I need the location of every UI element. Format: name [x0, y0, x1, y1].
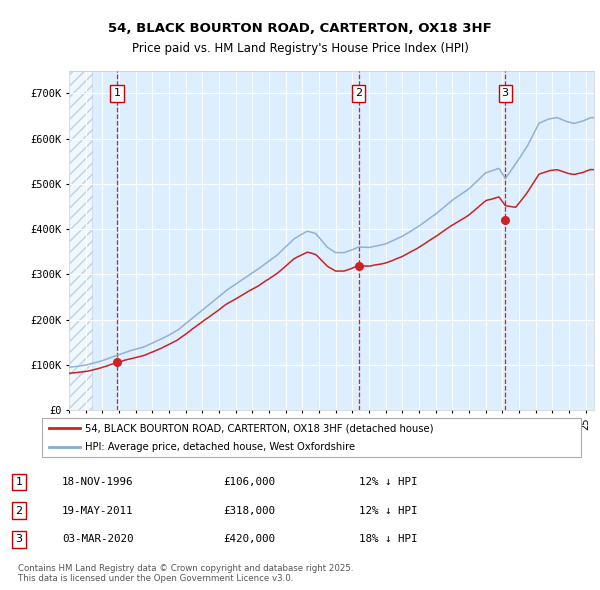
Text: 3: 3 [16, 535, 22, 545]
Bar [69, 71, 92, 410]
FancyBboxPatch shape [42, 418, 581, 457]
Text: 19-MAY-2011: 19-MAY-2011 [62, 506, 133, 516]
Text: 2: 2 [16, 506, 22, 516]
Text: Price paid vs. HM Land Registry's House Price Index (HPI): Price paid vs. HM Land Registry's House … [131, 42, 469, 55]
Text: 3: 3 [502, 88, 509, 99]
Text: 1: 1 [16, 477, 22, 487]
Text: 03-MAR-2020: 03-MAR-2020 [62, 535, 133, 545]
Text: £318,000: £318,000 [224, 506, 275, 516]
Text: 18% ↓ HPI: 18% ↓ HPI [359, 535, 418, 545]
Text: 2: 2 [355, 88, 362, 99]
Text: HPI: Average price, detached house, West Oxfordshire: HPI: Average price, detached house, West… [85, 442, 356, 452]
Text: Contains HM Land Registry data © Crown copyright and database right 2025.
This d: Contains HM Land Registry data © Crown c… [18, 563, 353, 583]
Text: 12% ↓ HPI: 12% ↓ HPI [359, 506, 418, 516]
Text: 18-NOV-1996: 18-NOV-1996 [62, 477, 133, 487]
Text: £106,000: £106,000 [224, 477, 275, 487]
Text: 54, BLACK BOURTON ROAD, CARTERTON, OX18 3HF: 54, BLACK BOURTON ROAD, CARTERTON, OX18 … [108, 22, 492, 35]
Text: 1: 1 [113, 88, 121, 99]
Text: 54, BLACK BOURTON ROAD, CARTERTON, OX18 3HF (detached house): 54, BLACK BOURTON ROAD, CARTERTON, OX18 … [85, 423, 434, 433]
Text: 12% ↓ HPI: 12% ↓ HPI [359, 477, 418, 487]
Text: £420,000: £420,000 [224, 535, 275, 545]
